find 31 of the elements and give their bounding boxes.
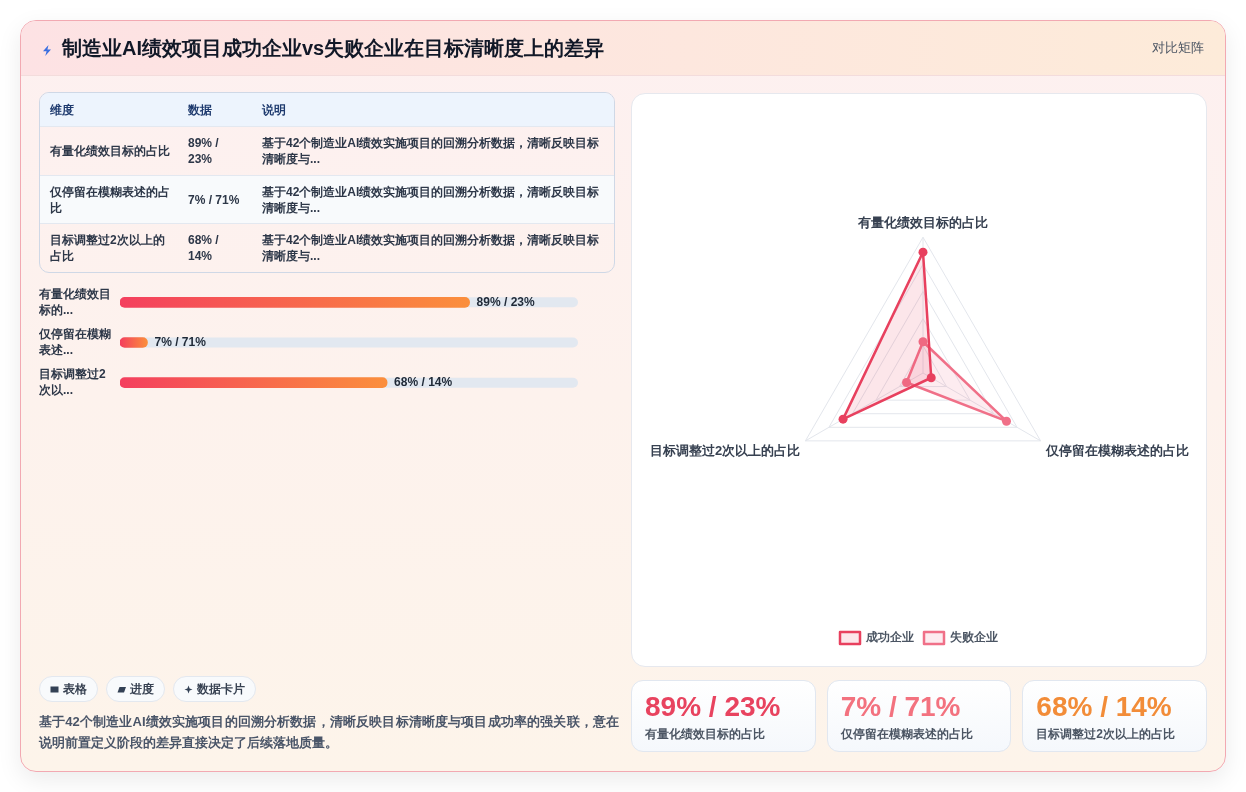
legend-label: 失败企业 <box>950 630 998 645</box>
category-label: 仅停留在模糊表述的占比 <box>840 726 974 743</box>
text: 89% / 23% <box>187 135 220 167</box>
text: 7% / 71% <box>840 691 961 722</box>
text: 对比矩阵 <box>1152 40 1204 55</box>
text: 68% / 14% <box>1036 691 1172 722</box>
y-tick-label: 有量化绩效目标的... <box>38 286 111 317</box>
y-tick-label: 目标调整过2次以... <box>39 366 106 398</box>
category-label: 进度 <box>130 681 154 697</box>
text: 目标调整过2次以上的占比 <box>49 232 166 264</box>
spoke-label: 目标调整过2次以上的占比 <box>650 443 801 459</box>
text: 68% / 14% <box>187 232 220 264</box>
text: 基于42个制造业AI绩效实施项目的回溯分析数据，清晰反映目标清晰度与... <box>261 232 601 264</box>
text: 基于42个制造业AI绩效实施项目的回溯分析数据，清晰反映目标清晰度与项目成功率的强关联，意在说明前置定义阶段的差异直接决定了后续落地质量。 <box>39 713 619 752</box>
data-label: 7% / 71% <box>154 334 207 349</box>
text: 有量化绩效目标的占比 <box>49 143 171 159</box>
category-label: 有量化绩效目标的占比 <box>645 726 766 743</box>
category-label: 目标调整过2次以上的占比 <box>1036 726 1177 743</box>
text: 制造业AI绩效项目成功企业vs失败企业在目标清晰度上的差异 <box>62 36 605 61</box>
category-label: 数据卡片 <box>197 681 245 697</box>
legend-label: 成功企业 <box>865 630 914 645</box>
table-header-row: 维度 数据 说明 <box>40 93 614 126</box>
spoke-label: 仅停留在模糊表述的占比 <box>1044 443 1189 459</box>
text: 89% / 23% <box>645 691 781 722</box>
y-tick-label: 仅停留在模糊表述... <box>38 326 111 357</box>
text: 基于42个制造业AI绩效实施项目的回溯分析数据，清晰反映目标清晰度与... <box>261 135 601 167</box>
data-label: 68% / 14% <box>394 375 453 390</box>
category-label: 表格 <box>63 681 87 697</box>
data-label: 89% / 23% <box>476 294 535 309</box>
spoke-label: 有量化绩效目标的占比 <box>857 215 988 231</box>
shaded-table-row: 仅停留在模糊表述的占比 7% / 71% 基于42个制造业AI绩效实施项目的回溯分析数据，清晰反映目标清晰度与... <box>40 175 614 223</box>
